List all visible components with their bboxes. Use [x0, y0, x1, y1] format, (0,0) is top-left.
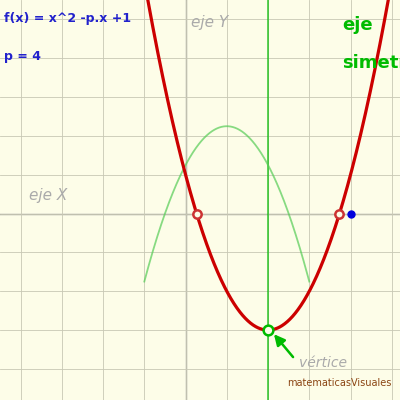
Text: eje Y: eje Y [190, 15, 228, 30]
Text: f(x) = x^2 -p.x +1: f(x) = x^2 -p.x +1 [4, 12, 131, 25]
Text: eje: eje [342, 16, 373, 34]
Text: p = 4: p = 4 [4, 50, 41, 64]
Text: eje X: eje X [29, 188, 67, 203]
Text: matematicasVisuales: matematicasVisuales [287, 378, 392, 388]
Text: vértice: vértice [299, 356, 347, 370]
Text: simetría: simetría [342, 54, 400, 72]
